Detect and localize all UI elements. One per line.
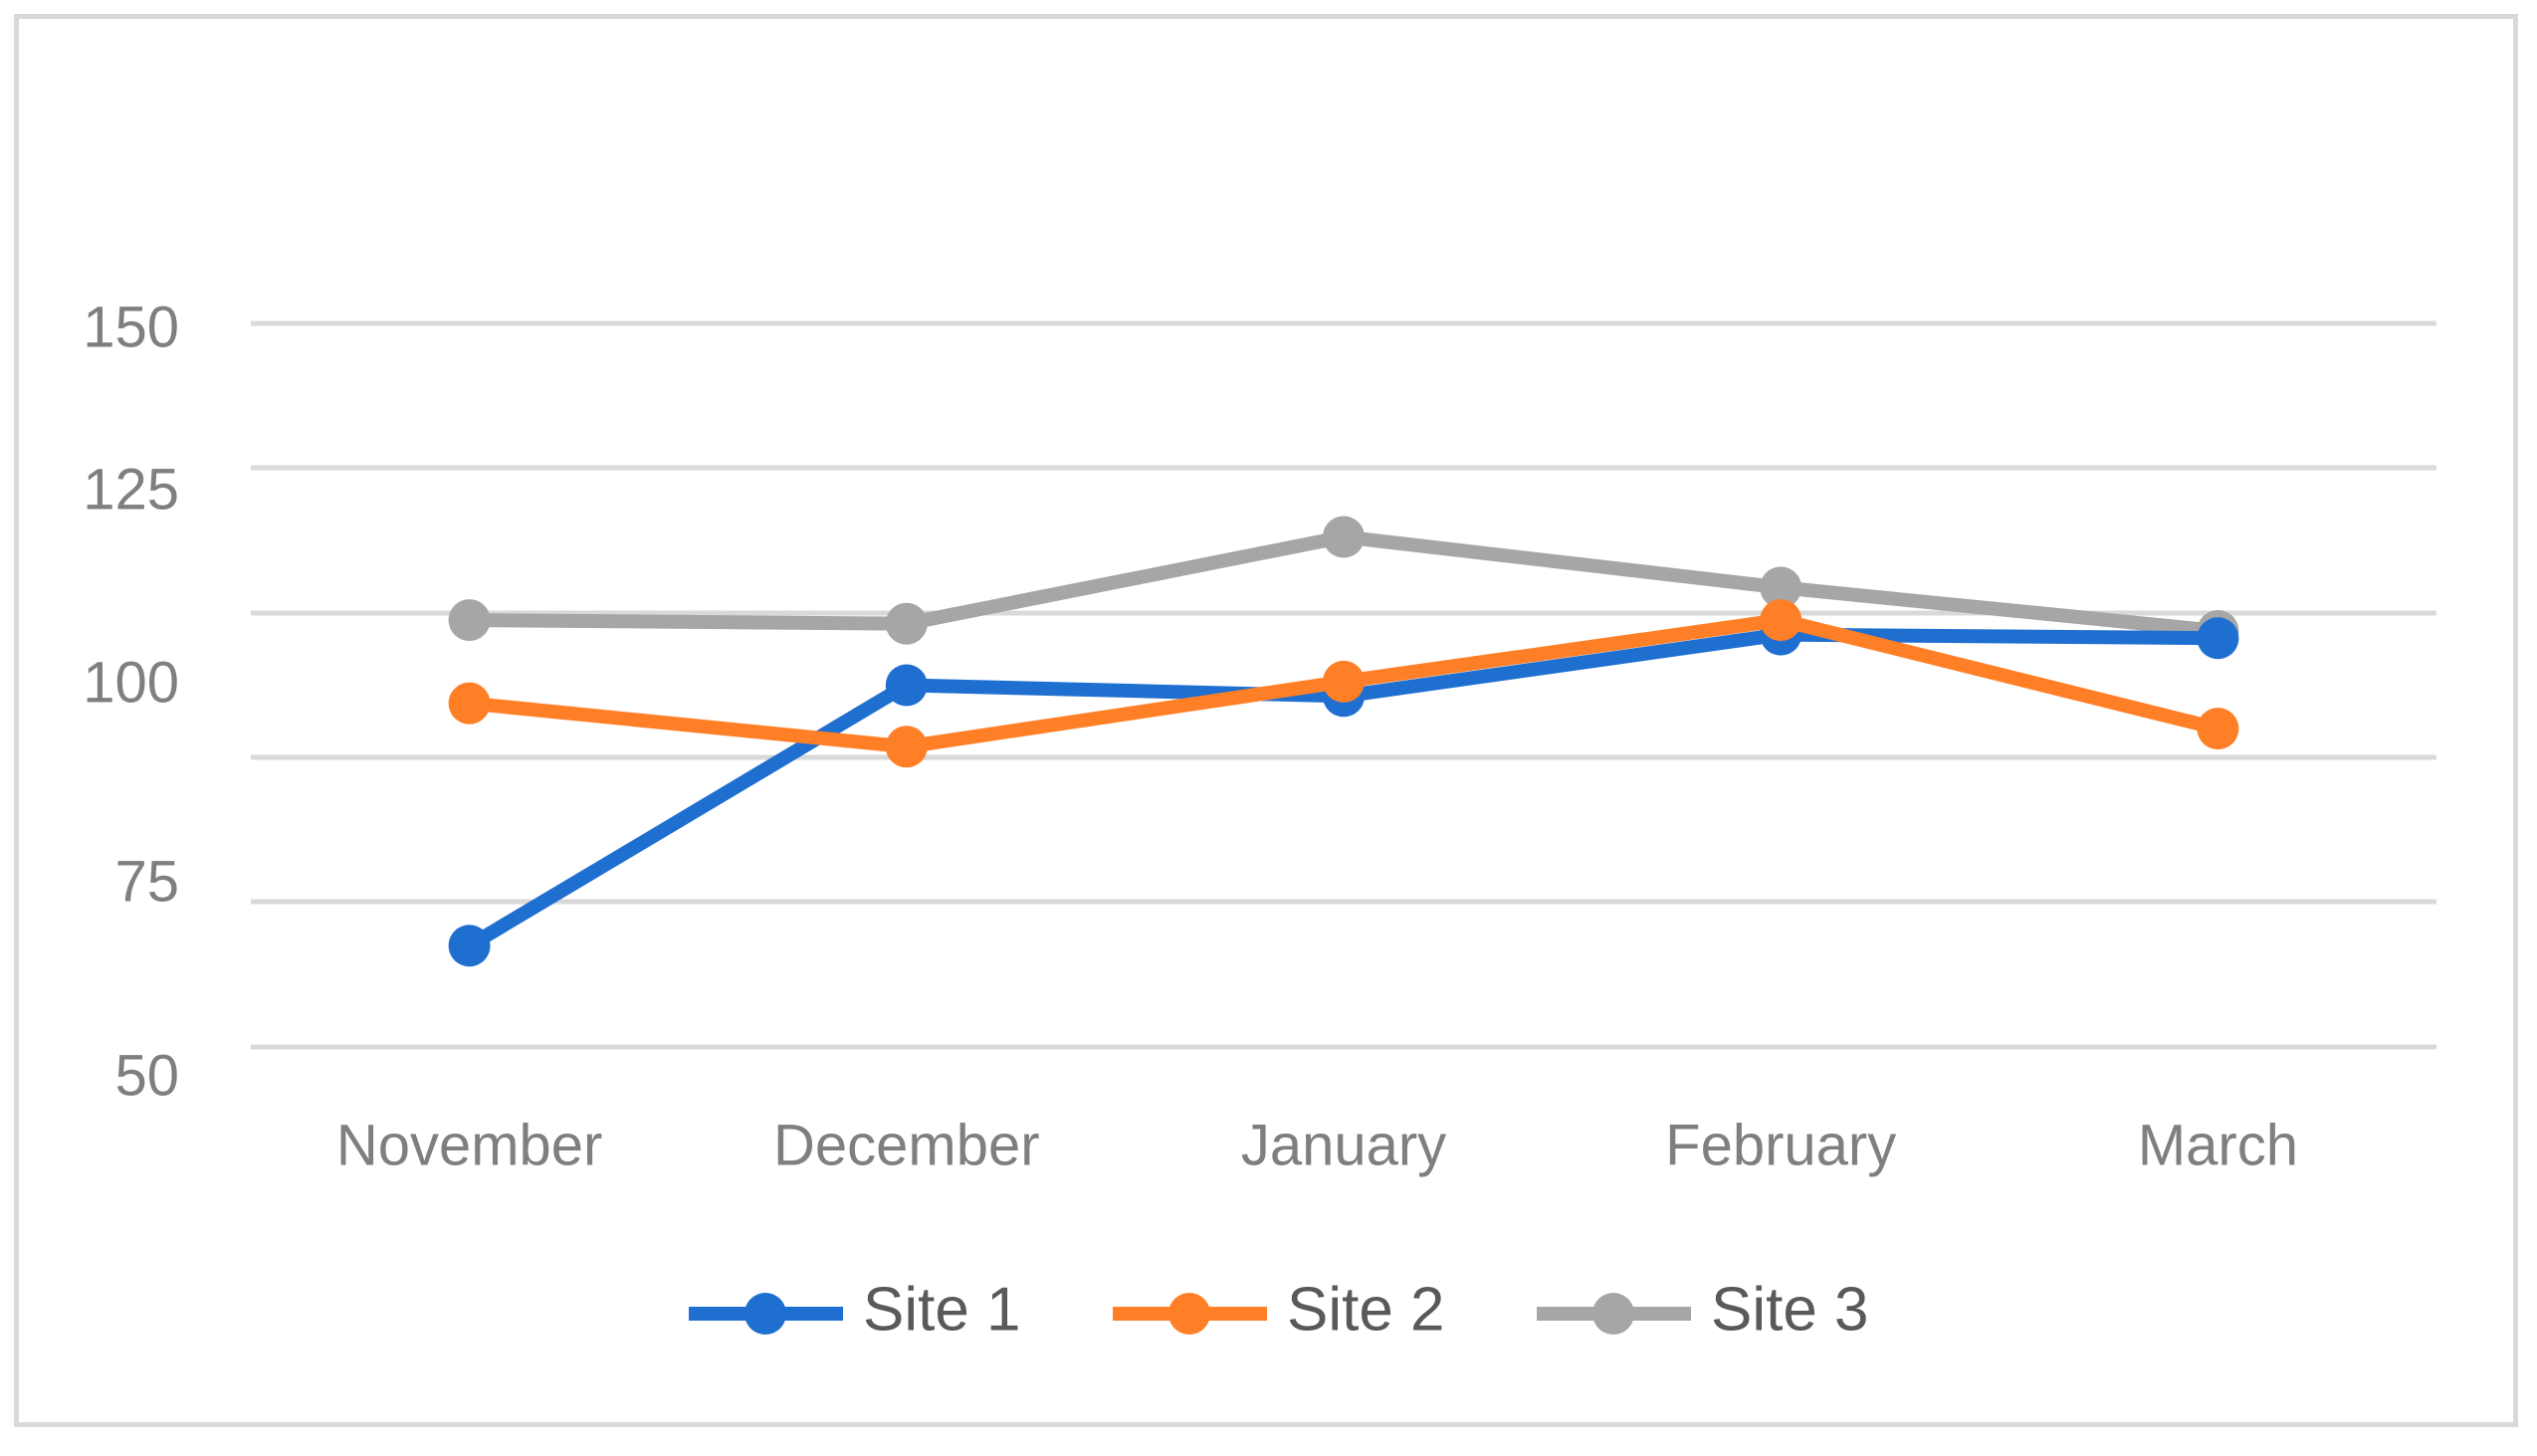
legend-swatch-marker [1168,1293,1210,1335]
gridlines [251,320,2436,1050]
series-layer [448,516,2239,967]
legend-label: Site 2 [1287,1275,1445,1344]
data-point [885,726,928,768]
legend-item: Site 1 [689,1275,1021,1344]
data-point [885,664,928,707]
y-tick-label: 50 [114,1043,179,1108]
legend-item: Site 3 [1537,1275,1869,1344]
data-point [1760,566,1802,609]
x-tick-label: December [773,1113,1040,1177]
data-point [448,925,491,967]
data-point [2197,708,2239,750]
legend-swatch-marker [1592,1293,1634,1335]
legend: Site 1 Site 2 Site 3 [689,1275,1869,1344]
y-axis-tick-labels: 150 125 100 75 50 [83,295,179,1108]
x-tick-label: November [336,1113,603,1177]
chart-frame [14,14,2518,1427]
legend-swatch-marker [744,1293,786,1335]
data-point [2197,617,2239,660]
data-point [1323,660,1365,703]
x-tick-label: March [2138,1113,2298,1177]
x-tick-label: January [1241,1113,1446,1177]
data-point [1323,516,1365,558]
series-site-2 [448,599,2239,768]
data-point [448,599,491,642]
x-tick-label: February [1665,1113,1896,1177]
y-tick-label: 150 [83,295,179,359]
legend-item: Site 2 [1113,1275,1445,1344]
data-point [448,682,491,725]
y-tick-label: 75 [114,849,179,914]
y-tick-label: 100 [83,650,179,715]
legend-label: Site 3 [1711,1275,1869,1344]
legend-label: Site 1 [863,1275,1021,1344]
data-point [885,602,928,645]
x-axis-tick-labels: November December January February March [336,1113,2298,1177]
data-point [1760,599,1802,642]
series-site-3 [448,516,2239,652]
y-tick-label: 125 [83,457,179,521]
